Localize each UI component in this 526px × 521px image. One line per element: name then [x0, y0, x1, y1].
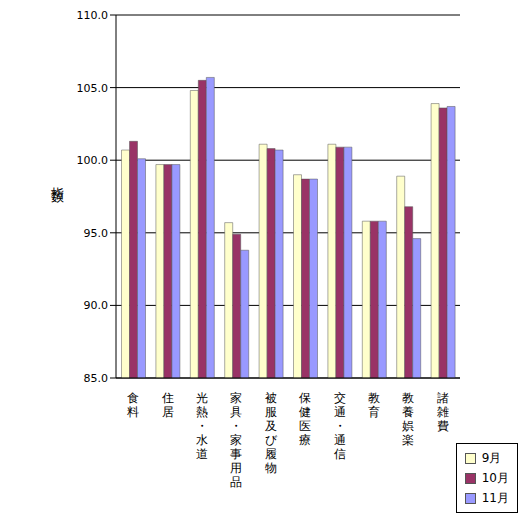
html-text:10月: 10月	[481, 470, 509, 485]
svg-text:105.0: 105.0	[77, 82, 109, 95]
svg-text:被服及び履物: 被服及び履物	[265, 391, 278, 475]
svg-text:光熱・水道: 光熱・水道	[196, 391, 208, 461]
svg-text:食料: 食料	[127, 391, 139, 419]
svg-text:家具・家事用品: 家具・家事用品	[230, 391, 242, 489]
svg-text:95.0: 95.0	[84, 227, 109, 240]
svg-text:諸雑費: 諸雑費	[437, 391, 449, 433]
svg-text:90.0: 90.0	[84, 299, 109, 312]
svg-text:教育: 教育	[368, 391, 380, 419]
svg-text:85.0: 85.0	[84, 372, 109, 385]
svg-text:交通・通信: 交通・通信	[334, 391, 346, 461]
svg-text:住居: 住居	[161, 391, 174, 419]
svg-text:保健医療: 保健医療	[299, 391, 311, 447]
svg-text:100.0: 100.0	[77, 154, 109, 167]
svg-text:110.0: 110.0	[77, 9, 109, 22]
html-text:9月: 9月	[481, 450, 502, 465]
html-text:指数: 指数	[50, 176, 65, 184]
svg-text:教養娯楽: 教養娯楽	[402, 391, 414, 447]
html-text:11月: 11月	[481, 490, 509, 505]
